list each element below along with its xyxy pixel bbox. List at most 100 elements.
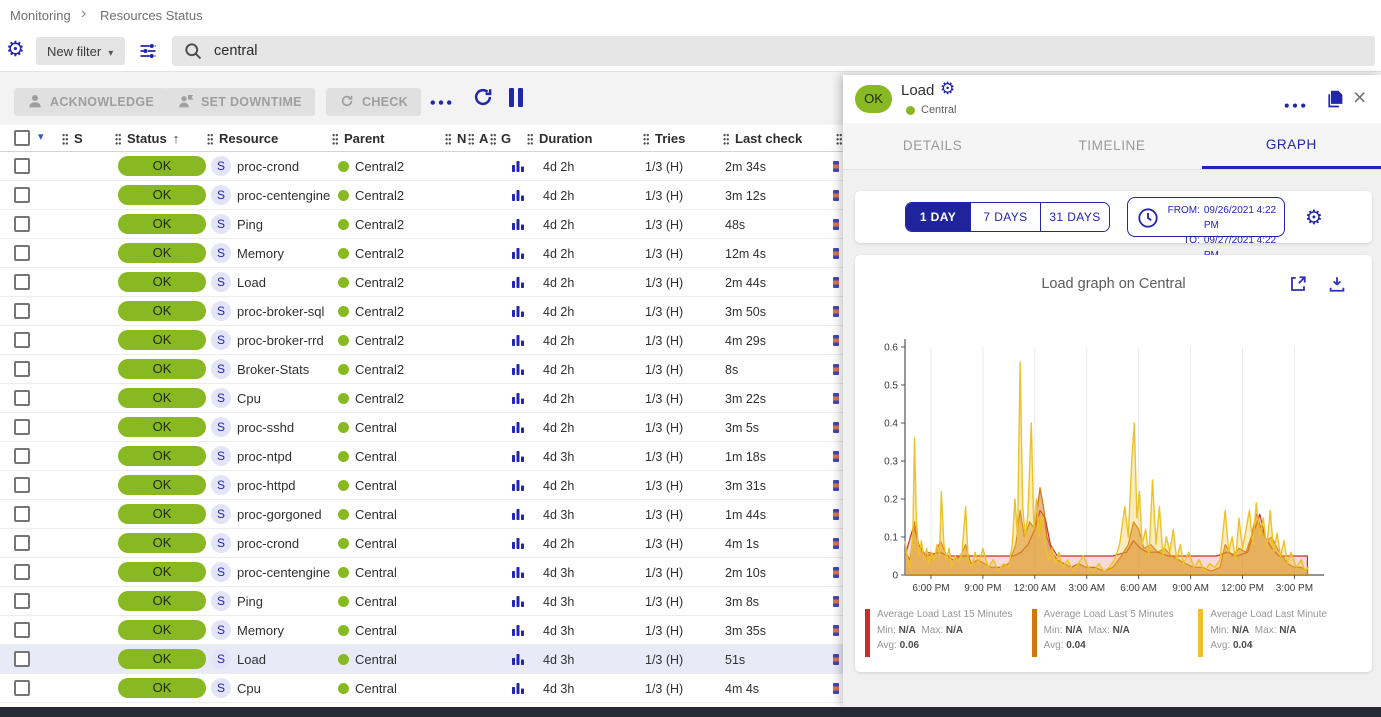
graph-icon[interactable] [511,681,525,695]
row-checkbox[interactable] [14,593,30,609]
column-drag-handle[interactable] [332,133,338,145]
table-row[interactable]: OKSproc-ntpdCentral4d 3h1/3 (H)1m 18s [0,442,843,471]
copy-link-icon[interactable] [1324,89,1345,110]
graph-icon[interactable] [511,565,525,579]
row-checkbox[interactable] [14,535,30,551]
column-drag-handle[interactable] [643,133,649,145]
row-checkbox[interactable] [14,390,30,406]
graph-icon[interactable] [511,594,525,608]
table-row[interactable]: OKSproc-crondCentral24d 2h1/3 (H)2m 34s [0,152,843,181]
row-checkbox[interactable] [14,622,30,638]
row-checkbox[interactable] [14,448,30,464]
table-row[interactable]: OKSMemoryCentral4d 3h1/3 (H)3m 35s [0,616,843,645]
graph-icon[interactable] [511,246,525,260]
column-header-resource[interactable]: Resource [219,131,278,146]
select-all-checkbox[interactable] [14,130,30,146]
graph-icon[interactable] [511,333,525,347]
row-checkbox[interactable] [14,506,30,522]
column-header-g[interactable]: G [501,131,511,146]
table-row[interactable]: OKSMemoryCentral24d 2h1/3 (H)12m 4s [0,239,843,268]
row-checkbox[interactable] [14,680,30,696]
row-checkbox[interactable] [14,419,30,435]
graph-icon[interactable] [511,188,525,202]
graph-icon[interactable] [511,652,525,666]
column-header-last-check[interactable]: Last check [735,131,802,146]
select-all-caret-icon[interactable]: ▾ [38,130,44,143]
column-header-status[interactable]: Status↑ [127,131,179,146]
open-in-new-icon[interactable] [1289,275,1307,293]
refresh-icon[interactable] [472,86,494,108]
download-icon[interactable] [1328,275,1346,293]
custom-time-range-button[interactable]: FROM:09/26/2021 4:22 PM TO:09/27/2021 4:… [1127,197,1285,237]
column-drag-handle[interactable] [62,133,68,145]
graph-icon[interactable] [511,623,525,637]
table-row[interactable]: OKSLoadCentral24d 2h1/3 (H)2m 44s [0,268,843,297]
column-drag-handle[interactable] [445,133,451,145]
table-row[interactable]: OKSCpuCentral24d 2h1/3 (H)3m 22s [0,384,843,413]
set-downtime-button[interactable]: SET DOWNTIME [165,88,315,116]
graph-settings-gear-icon[interactable]: ⚙ [1305,205,1323,230]
graph-icon[interactable] [511,159,525,173]
table-row[interactable]: OKSLoadCentral4d 3h1/3 (H)51s [0,645,843,674]
tab-graph[interactable]: GRAPH [1202,123,1381,169]
graph-icon[interactable] [511,217,525,231]
filter-tune-icon[interactable] [138,41,158,61]
column-header-parent[interactable]: Parent [344,131,384,146]
row-checkbox[interactable] [14,564,30,580]
column-drag-handle[interactable] [723,133,729,145]
column-header-duration[interactable]: Duration [539,131,592,146]
row-checkbox[interactable] [14,303,30,319]
column-drag-handle[interactable] [115,133,121,145]
table-row[interactable]: OKSproc-crondCentral4d 2h1/3 (H)4m 1s [0,529,843,558]
table-row[interactable]: OKSproc-sshdCentral4d 2h1/3 (H)3m 5s [0,413,843,442]
graph-icon[interactable] [511,478,525,492]
table-row[interactable]: OKSproc-broker-rrdCentral24d 2h1/3 (H)4m… [0,326,843,355]
filter-settings-gear-icon[interactable]: ⚙ [6,37,25,63]
graph-icon[interactable] [511,420,525,434]
column-drag-handle[interactable] [468,133,474,145]
row-checkbox[interactable] [14,651,30,667]
pause-icon[interactable] [509,88,527,107]
table-row[interactable]: OKSproc-centengineCentral24d 2h1/3 (H)3m… [0,181,843,210]
new-filter-dropdown[interactable]: New filter▾ [36,37,125,65]
more-actions-icon[interactable] [430,94,452,110]
graph-icon[interactable] [511,362,525,376]
panel-more-icon[interactable] [1284,97,1306,109]
search-input[interactable] [214,36,1364,66]
table-row[interactable]: OKSproc-centengineCentral4d 3h1/3 (H)2m … [0,558,843,587]
table-row[interactable]: OKSproc-gorgonedCentral4d 3h1/3 (H)1m 44… [0,500,843,529]
bottom-scrollbar[interactable] [0,707,1381,717]
graph-icon[interactable] [511,507,525,521]
column-drag-handle[interactable] [836,133,842,145]
graph-icon[interactable] [511,449,525,463]
range-1-day-button[interactable]: 1 DAY [906,203,970,231]
row-checkbox[interactable] [14,332,30,348]
graph-icon[interactable] [511,536,525,550]
table-row[interactable]: OKSCpuCentral4d 3h1/3 (H)4m 4s [0,674,843,703]
graph-icon[interactable] [511,304,525,318]
breadcrumb-resources-status[interactable]: Resources Status [100,8,203,23]
acknowledge-button[interactable]: ACKNOWLEDGE [14,88,167,116]
row-checkbox[interactable] [14,361,30,377]
range-31-days-button[interactable]: 31 DAYS [1040,203,1109,231]
check-button[interactable]: CHECK [326,88,421,116]
graph-icon[interactable] [511,275,525,289]
column-header-a[interactable]: A [479,131,488,146]
table-row[interactable]: OKSBroker-StatsCentral24d 2h1/3 (H)8s [0,355,843,384]
tab-timeline[interactable]: TIMELINE [1022,123,1201,169]
table-row[interactable]: OKSPingCentral4d 3h1/3 (H)3m 8s [0,587,843,616]
column-header-s[interactable]: S [74,131,83,146]
range-7-days-button[interactable]: 7 DAYS [970,203,1040,231]
column-drag-handle[interactable] [527,133,533,145]
tab-details[interactable]: DETAILS [843,123,1022,169]
table-row[interactable]: OKSproc-httpdCentral4d 2h1/3 (H)3m 31s [0,471,843,500]
column-header-n[interactable]: N [457,131,466,146]
row-checkbox[interactable] [14,158,30,174]
table-row[interactable]: OKSproc-broker-sqlCentral24d 2h1/3 (H)3m… [0,297,843,326]
column-header-tries[interactable]: Tries [655,131,685,146]
row-checkbox[interactable] [14,274,30,290]
breadcrumb-monitoring[interactable]: Monitoring [10,8,71,23]
row-checkbox[interactable] [14,216,30,232]
row-checkbox[interactable] [14,187,30,203]
panel-settings-gear-icon[interactable]: ⚙ [940,79,955,99]
